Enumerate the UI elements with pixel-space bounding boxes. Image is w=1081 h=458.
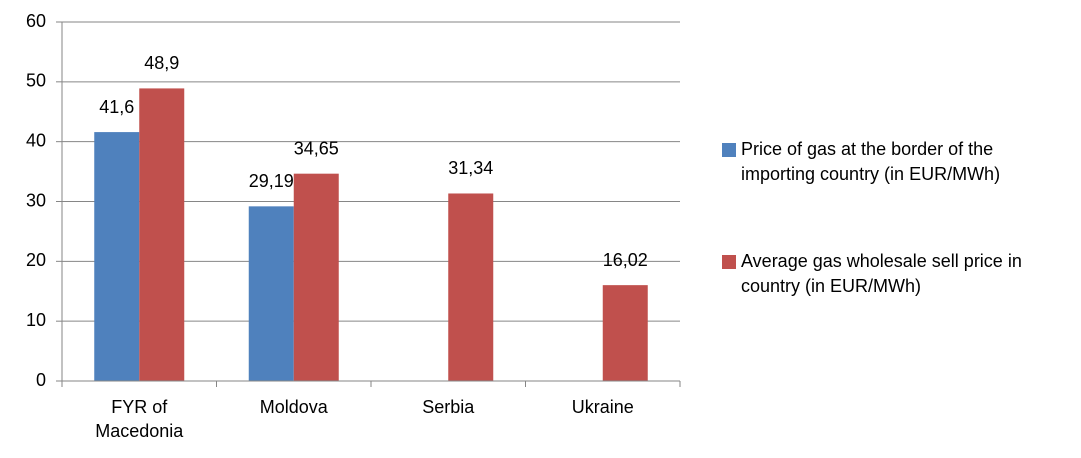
bar: [602, 285, 648, 381]
y-tick-label: 30: [26, 190, 46, 210]
legend-label: Price of gas at the border of the import…: [741, 139, 1001, 184]
y-tick-label: 60: [26, 11, 46, 31]
data-label: 31,34: [448, 158, 493, 178]
y-tick-label: 50: [26, 71, 46, 91]
y-tick-label: 10: [26, 310, 46, 330]
x-tick-label: Serbia: [422, 397, 475, 417]
bar: [448, 193, 494, 381]
y-tick-label: 20: [26, 250, 46, 270]
legend-swatch: [722, 143, 736, 157]
legend-swatch: [722, 255, 736, 269]
data-label: 29,19: [249, 171, 294, 191]
y-tick-label: 0: [36, 370, 46, 390]
x-tick-label: Moldova: [259, 397, 328, 417]
data-label: 48,9: [144, 53, 179, 73]
data-label: 16,02: [603, 250, 648, 270]
bar: [139, 88, 185, 381]
data-label: 41,6: [99, 97, 134, 117]
y-tick-label: 40: [26, 130, 46, 150]
data-label: 34,65: [294, 138, 339, 158]
x-tick-label: FYR of Macedonia: [95, 397, 184, 441]
x-tick-label: Ukraine: [571, 397, 634, 417]
legend-label: Average gas wholesale sell price in coun…: [741, 251, 1022, 296]
bar: [293, 173, 339, 381]
bar: [94, 132, 140, 381]
bar: [248, 206, 294, 381]
